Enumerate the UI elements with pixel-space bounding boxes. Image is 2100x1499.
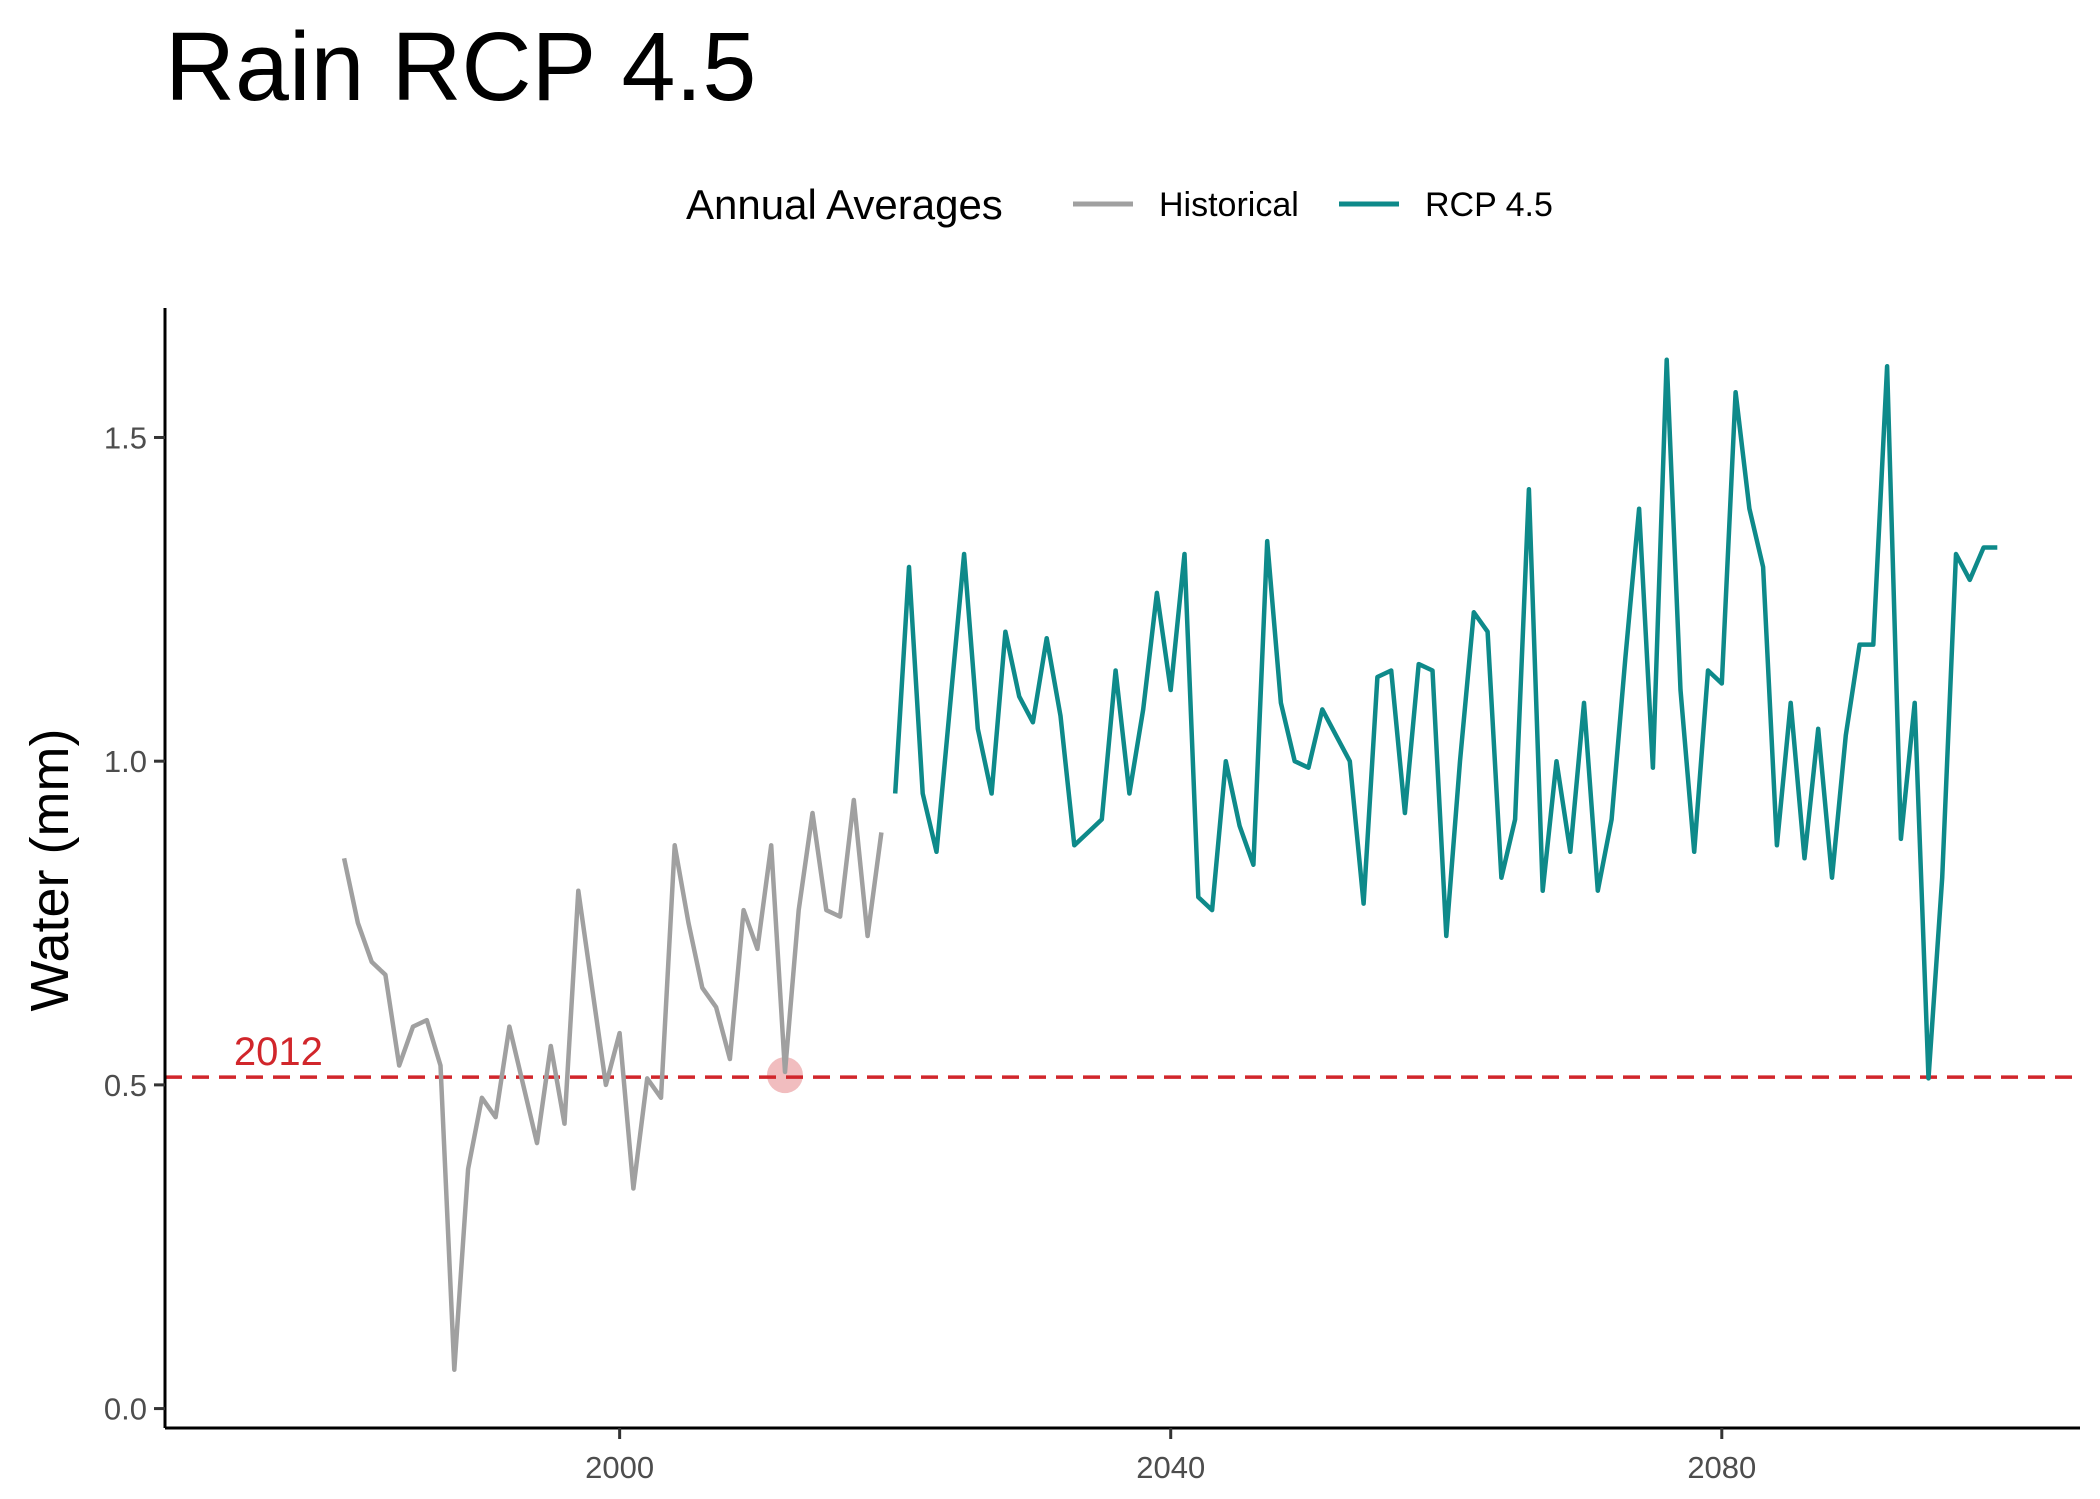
x-tick-label: 2080 — [1687, 1450, 1756, 1485]
series-line-historical — [341, 797, 884, 1372]
reference-label-2012: 2012 — [234, 1030, 323, 1074]
y-tick-label: 0.0 — [104, 1392, 147, 1427]
y-tick-label: 1.5 — [104, 420, 147, 455]
plot-area: 2012 0.0 0.5 1.0 1.5 2000 2040 2080 — [104, 308, 2080, 1485]
legend-label-rcp45: RCP 4.5 — [1425, 186, 1553, 224]
series-line-rcp45 — [892, 357, 1998, 1081]
x-tick-label: 2000 — [585, 1450, 654, 1485]
y-tick-label: 0.5 — [104, 1068, 147, 1103]
legend-label-historical: Historical — [1159, 186, 1299, 224]
highlight-point-2012 — [766, 1057, 803, 1094]
legend-title: Annual Averages — [686, 181, 1003, 228]
y-axis-title: Water (mm) — [20, 729, 80, 1012]
chart-title: Rain RCP 4.5 — [165, 12, 756, 121]
legend: Annual Averages Historical RCP 4.5 — [686, 181, 1553, 228]
x-tick-label: 2040 — [1136, 1450, 1205, 1485]
y-tick-label: 1.0 — [104, 744, 147, 779]
